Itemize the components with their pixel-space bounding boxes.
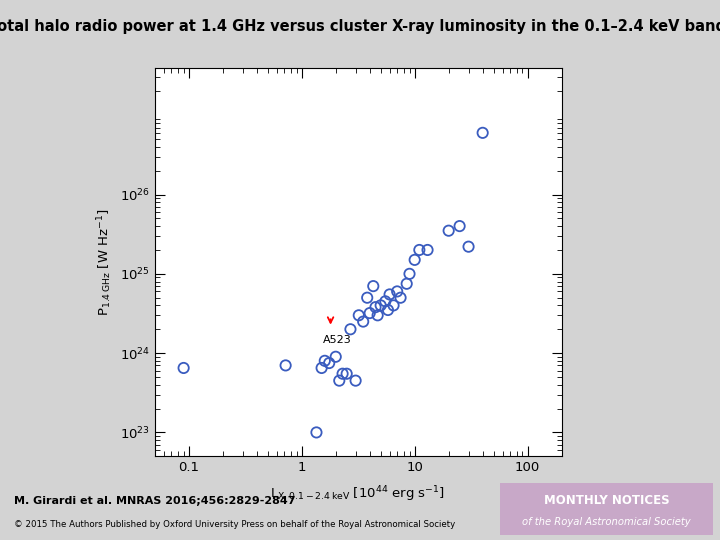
Point	[345, 325, 356, 334]
Point	[333, 376, 345, 385]
Point	[463, 242, 474, 251]
Point	[392, 287, 403, 296]
Point	[316, 363, 328, 372]
Text: L$_{\mathregular{X,0.1-2.4\,keV}}$ [10$^{\mathregular{44}}$ erg s$^{\mathregular: L$_{\mathregular{X,0.1-2.4\,keV}}$ [10$^…	[271, 484, 445, 504]
Text: © 2015 The Authors Published by Oxford University Press on behalf of the Royal A: © 2015 The Authors Published by Oxford U…	[14, 521, 456, 529]
Point	[311, 428, 323, 437]
Point	[337, 369, 348, 378]
Text: M. Girardi et al. MNRAS 2016;456:2829-2847: M. Girardi et al. MNRAS 2016;456:2829-28…	[14, 496, 296, 506]
Point	[422, 246, 433, 254]
Point	[372, 311, 383, 320]
Point	[178, 363, 189, 372]
Point	[395, 293, 406, 302]
Text: A523: A523	[323, 335, 352, 345]
Point	[323, 359, 335, 367]
Point	[364, 309, 376, 318]
Point	[280, 361, 292, 370]
Point	[341, 369, 352, 378]
Point	[357, 318, 369, 326]
Point	[384, 290, 395, 299]
Point	[409, 255, 420, 264]
Point	[477, 129, 488, 137]
Point	[353, 311, 364, 320]
Point	[370, 303, 382, 312]
Point	[413, 246, 425, 254]
Point	[388, 301, 400, 310]
Point	[361, 293, 373, 302]
Point	[319, 356, 330, 365]
Point	[401, 279, 413, 288]
Point	[382, 306, 394, 314]
Y-axis label: P$_{\mathregular{1.4\,GHz}}$ [W Hz$^{\mathregular{-1}}$]: P$_{\mathregular{1.4\,GHz}}$ [W Hz$^{\ma…	[96, 208, 114, 316]
Text: Total halo radio power at 1.4 GHz versus cluster X-ray luminosity in the 0.1–2.4: Total halo radio power at 1.4 GHz versus…	[0, 19, 720, 34]
Text: MONTHLY NOTICES: MONTHLY NOTICES	[544, 494, 670, 507]
Point	[454, 222, 465, 231]
Point	[350, 376, 361, 385]
Point	[404, 269, 415, 278]
Point	[379, 297, 391, 306]
Point	[443, 226, 454, 235]
Text: of the Royal Astronomical Society: of the Royal Astronomical Society	[522, 517, 691, 527]
Point	[367, 282, 379, 291]
Point	[330, 353, 341, 361]
Point	[375, 301, 387, 310]
